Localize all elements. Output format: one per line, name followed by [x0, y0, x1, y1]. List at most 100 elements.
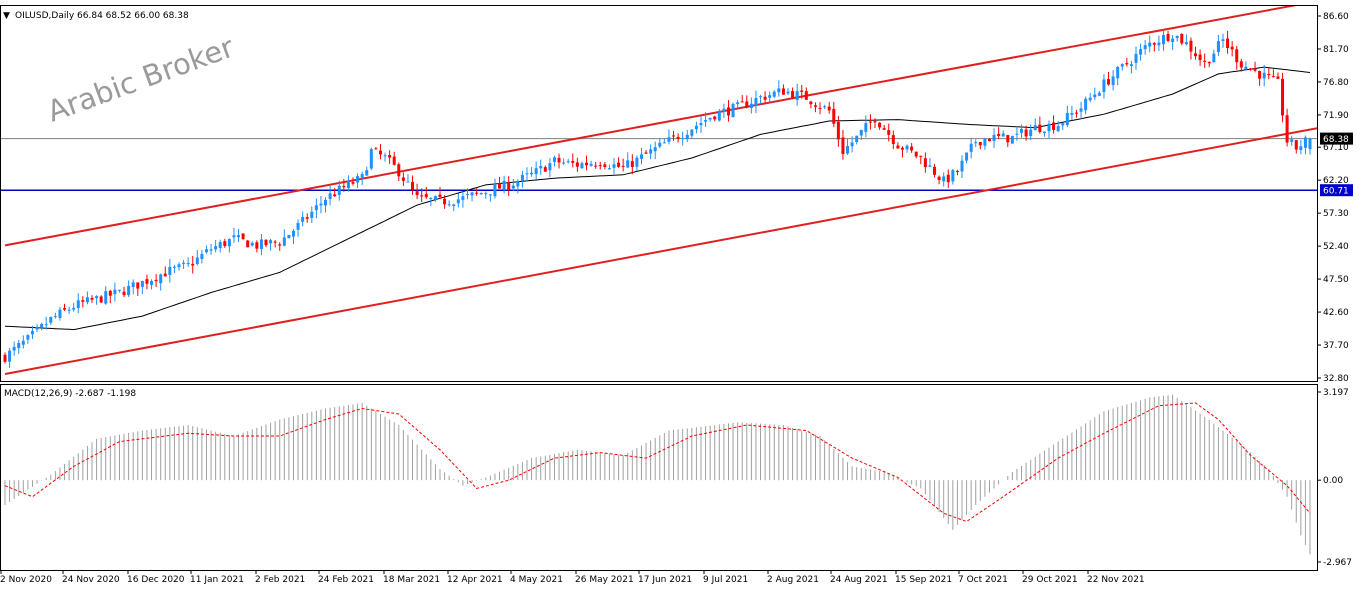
- time-tick-label: 2 Aug 2021: [767, 575, 819, 585]
- candle-bearish: [424, 193, 428, 198]
- candle-bearish: [763, 96, 767, 100]
- candle-bullish: [1262, 72, 1266, 79]
- macd-tick-label: 0.00: [1323, 476, 1343, 486]
- candle-bearish: [264, 239, 268, 246]
- candle-bullish: [1161, 34, 1165, 45]
- candle-bullish: [731, 103, 735, 118]
- candle-bullish: [85, 297, 89, 303]
- current-price-tag: 68.38: [1323, 135, 1349, 145]
- candle-bullish: [182, 262, 186, 264]
- candle-bullish: [639, 154, 643, 159]
- candle-bearish: [598, 165, 602, 167]
- candle-bullish: [17, 342, 21, 349]
- candle-bearish: [809, 101, 813, 105]
- candle-bullish: [1015, 133, 1019, 135]
- candle-bullish: [365, 170, 369, 176]
- price-channel[interactable]: [4, 0, 1361, 375]
- candle-bearish: [740, 101, 744, 103]
- candle-bullish: [1093, 94, 1097, 98]
- candle-bullish: [722, 108, 726, 112]
- candle-bullish: [168, 266, 172, 275]
- candle-bullish: [539, 166, 543, 169]
- candle-bullish: [177, 264, 181, 268]
- candle-bearish: [374, 148, 378, 150]
- time-tick-label: 17 Jun 2021: [638, 575, 692, 585]
- price-tick-label: 32.80: [1323, 374, 1349, 384]
- candle-bullish: [337, 185, 341, 195]
- candle-bullish: [548, 163, 552, 171]
- candle-bearish: [937, 176, 941, 181]
- candle-bearish: [1194, 53, 1198, 57]
- price-tick-label: 81.70: [1323, 45, 1349, 55]
- candle-bearish: [507, 182, 511, 190]
- candle-bullish: [383, 155, 387, 157]
- candle-bullish: [1303, 137, 1307, 148]
- candle-bearish: [882, 128, 886, 130]
- candle-bullish: [1134, 53, 1138, 63]
- candle-bullish: [1116, 66, 1120, 79]
- candle-bearish: [99, 296, 103, 303]
- candle-bearish: [617, 162, 621, 167]
- candle-bullish: [12, 346, 16, 351]
- candle-bullish: [1244, 66, 1248, 70]
- candle-bearish: [1006, 135, 1010, 143]
- candle-bullish: [607, 168, 611, 170]
- candle-bearish: [108, 290, 112, 296]
- candle-bullish: [1056, 126, 1060, 132]
- candle-bullish: [44, 324, 48, 326]
- dropdown-marker-icon[interactable]: ▼: [3, 11, 10, 21]
- candle-bullish: [493, 184, 497, 197]
- candle-bullish: [346, 180, 350, 189]
- candle-bullish: [1088, 97, 1092, 101]
- candle-bullish: [429, 197, 433, 199]
- candle-bearish: [1267, 73, 1271, 76]
- candle-bullish: [259, 239, 263, 249]
- candle-bearish: [145, 279, 149, 284]
- candle-bearish: [836, 121, 840, 140]
- candle-bullish: [269, 240, 273, 244]
- candle-bullish: [1212, 53, 1216, 63]
- candle-bullish: [1061, 123, 1065, 126]
- candle-bearish: [813, 105, 817, 107]
- candle-bullish: [250, 242, 254, 246]
- candle-bullish: [589, 163, 593, 166]
- time-tick-label: 15 Sep 2021: [895, 575, 952, 585]
- candle-bearish: [878, 122, 882, 128]
- candle-bullish: [855, 135, 859, 143]
- candle-bullish: [484, 193, 488, 195]
- candle-bearish: [90, 297, 94, 300]
- candle-bullish: [612, 164, 616, 168]
- candle-bullish: [562, 162, 566, 164]
- candle-bearish: [987, 138, 991, 142]
- macd-tick-label: -2.967: [1323, 558, 1352, 568]
- candle-bullish: [992, 134, 996, 141]
- time-tick-label: 4 May 2021: [510, 575, 563, 585]
- macd-tick-label: 3.197: [1323, 388, 1349, 398]
- candle-bearish: [726, 107, 730, 116]
- candle-bearish: [621, 165, 625, 167]
- price-tick-label: 52.40: [1323, 242, 1349, 252]
- candle-bullish: [965, 152, 969, 161]
- candle-bearish: [1271, 76, 1275, 78]
- candle-bullish: [30, 331, 34, 335]
- candle-bullish: [356, 176, 360, 183]
- candle-bearish: [832, 108, 836, 124]
- candle-bullish: [658, 142, 662, 147]
- candle-bullish: [685, 134, 689, 139]
- candle-bearish: [163, 273, 167, 277]
- price-axis-labels: 86.60 81.70 76.80 71.90 67.10 62.20 57.30 52.40…: [1317, 12, 1349, 384]
- current-price-tag-bg: [1320, 132, 1353, 145]
- candle-bullish: [520, 174, 524, 181]
- candle-bullish: [717, 111, 721, 121]
- candle-bullish: [104, 291, 108, 304]
- candle-bullish: [287, 234, 291, 239]
- candle-bearish: [946, 174, 950, 183]
- candle-bearish: [978, 141, 982, 146]
- candle-bullish: [864, 123, 868, 132]
- candle-bullish: [1308, 138, 1312, 149]
- candle-bearish: [1253, 68, 1257, 71]
- candle-bullish: [1216, 41, 1220, 52]
- candle-bearish: [154, 279, 158, 282]
- candle-bearish: [81, 300, 85, 302]
